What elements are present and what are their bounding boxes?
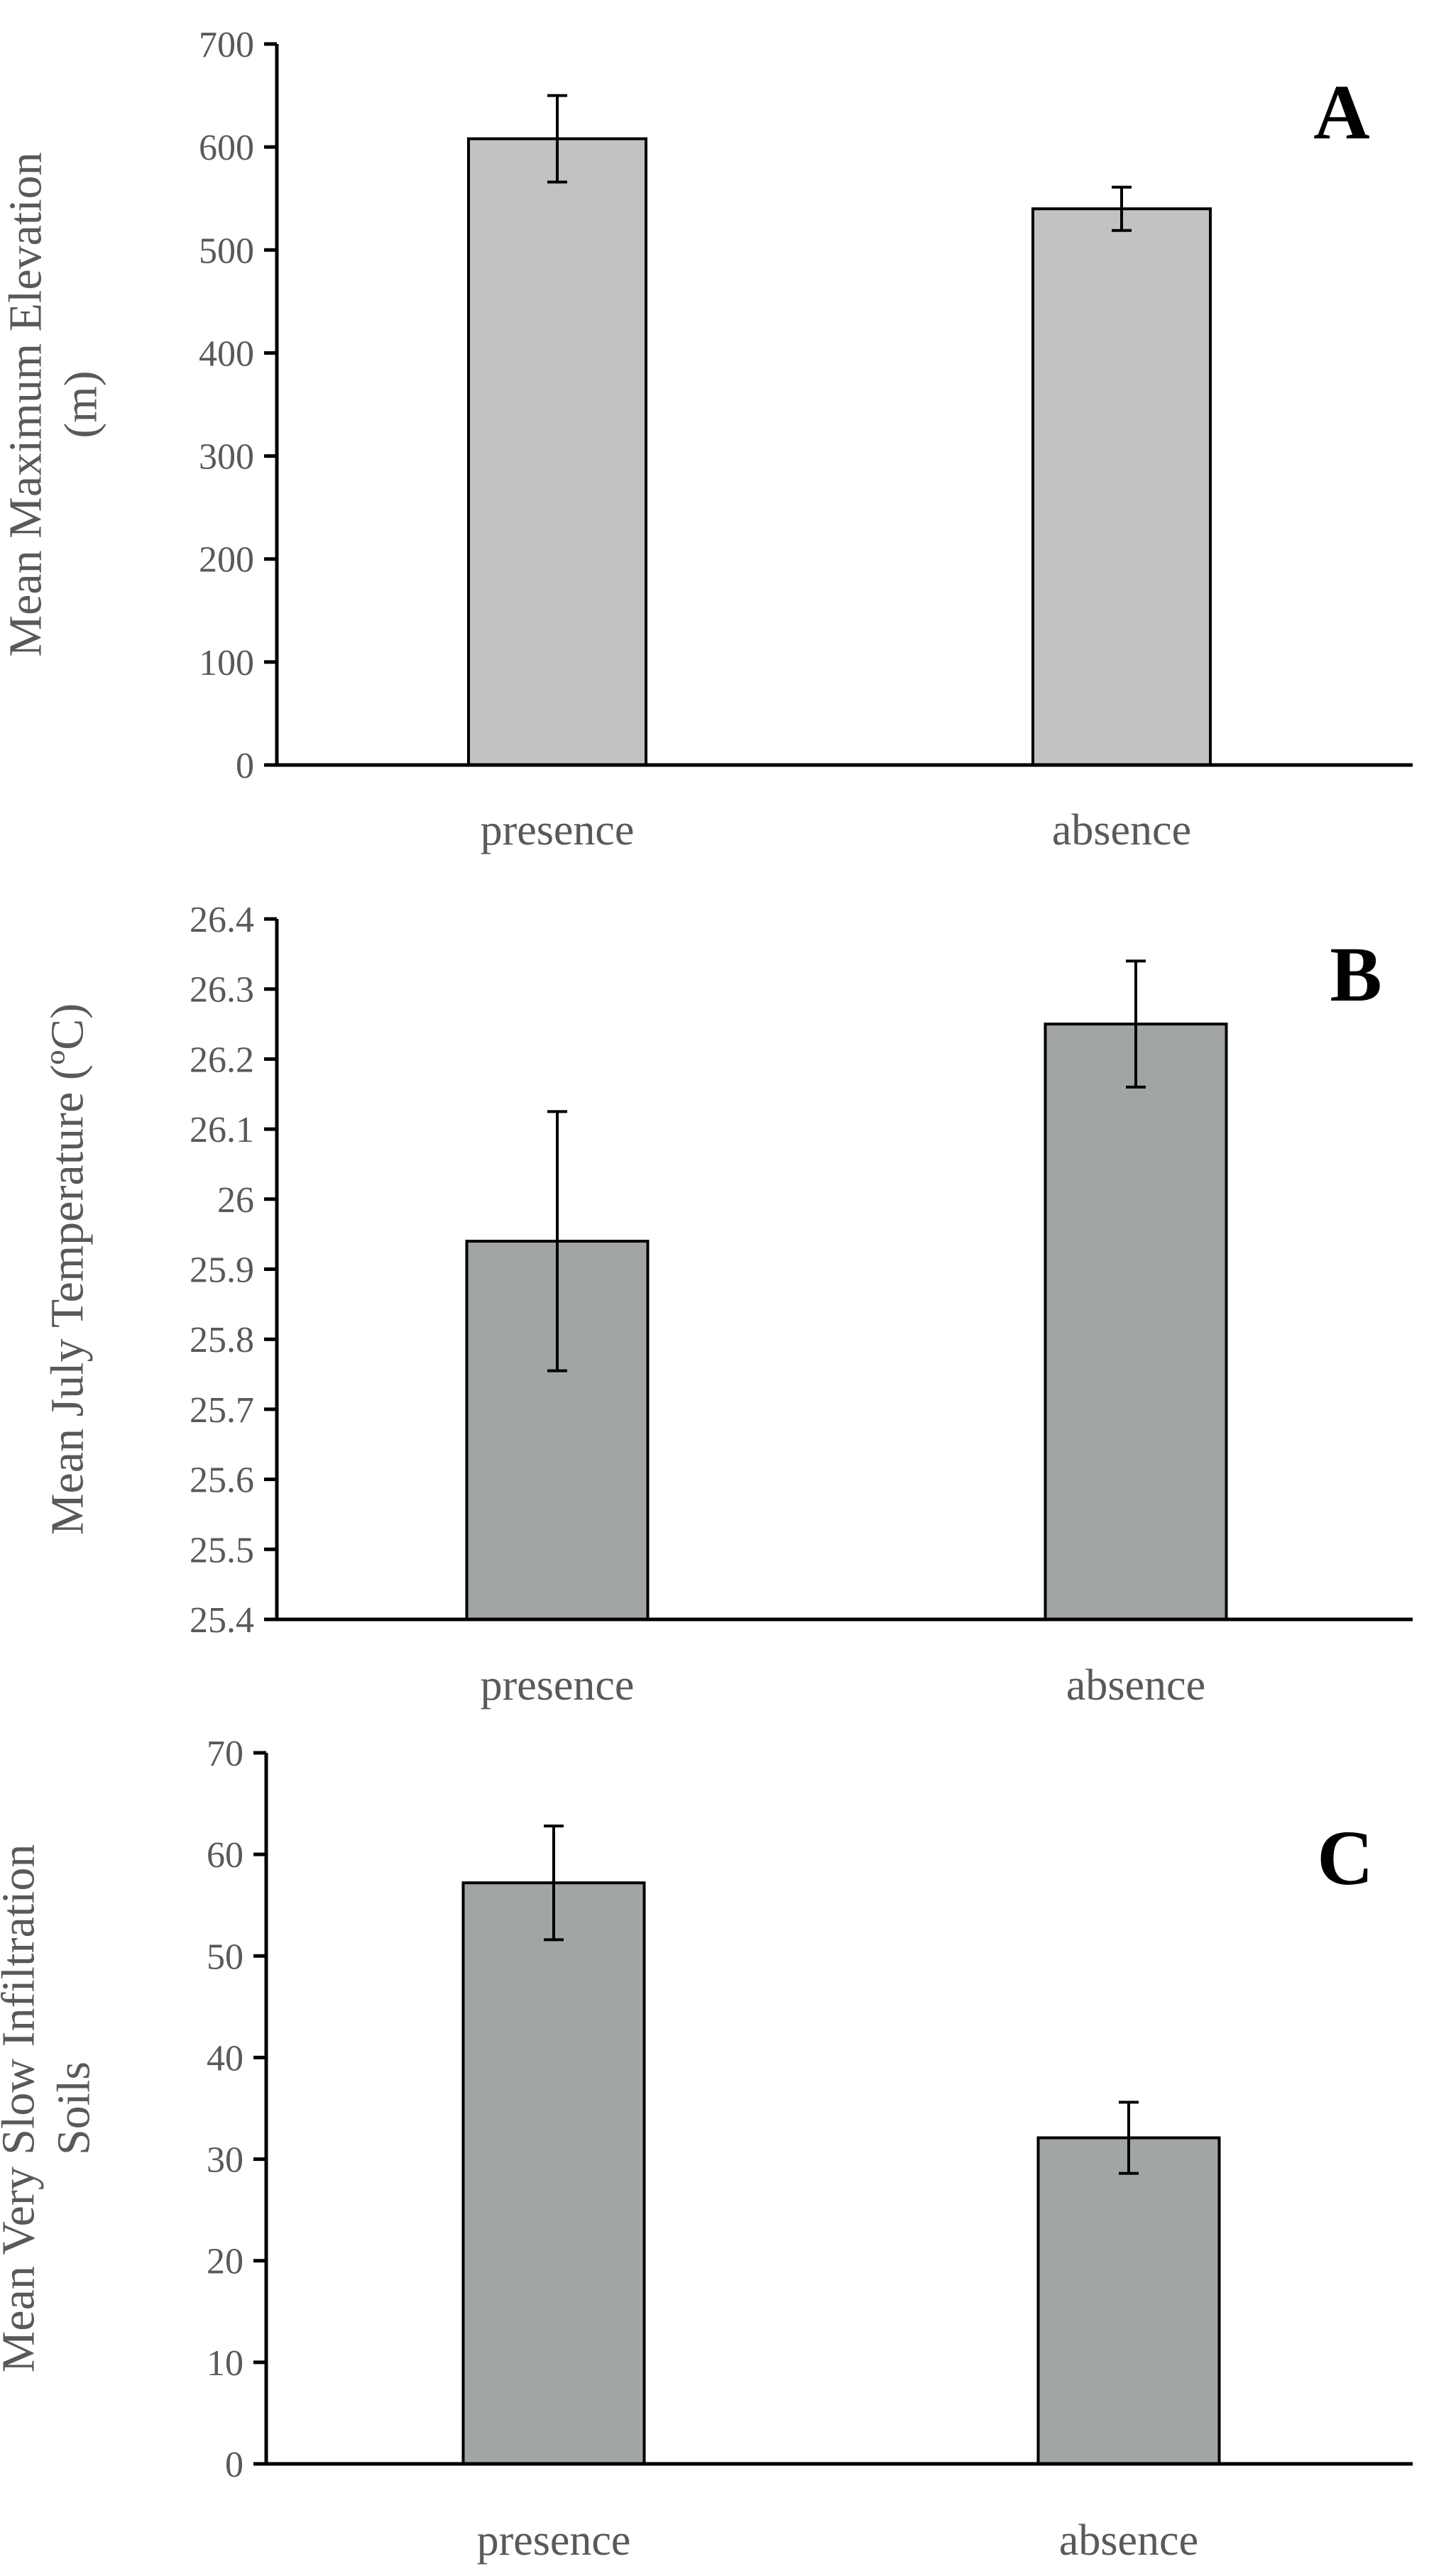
panel-c-y-tick-label: 10 <box>207 2343 243 2384</box>
panel-c-y-tick-label: 20 <box>207 2242 243 2282</box>
panel-b-y-tick-label: 26.4 <box>190 900 254 940</box>
panel-a-bar-absence <box>1031 207 1212 766</box>
panel-b: presence absence 25.4 25.5 25.6 25.7 25.8 25.9 2… <box>42 900 1413 1710</box>
panel-a-y-tick-label: 600 <box>199 128 254 168</box>
panel-b-y-tick-label: 25.4 <box>190 1600 254 1641</box>
panel-b-bar-absence <box>1044 1023 1228 1622</box>
panel-c-y-axis-title: Soils <box>48 2062 100 2155</box>
panel-a-category-label-absence: absence <box>1052 806 1191 854</box>
panel-b-y-tick-label: 26.2 <box>190 1040 254 1080</box>
panel-c-y-tick-label: 0 <box>225 2445 243 2485</box>
panel-a-error-bar-absence <box>1112 185 1132 232</box>
panel-c-y-tick-label: 60 <box>207 1835 243 1876</box>
panel-c-y-tick-label: 30 <box>207 2140 243 2181</box>
panel-b-y-tick-label: 26.1 <box>190 1110 254 1150</box>
panel-c-y-tick-label: 40 <box>207 2038 243 2079</box>
panel-b-error-bar-presence <box>547 1110 567 1372</box>
panel-a-y-tick-label: 200 <box>199 540 254 580</box>
panel-c-y-tick-label: 70 <box>207 1734 243 1774</box>
panel-c-y-axis-title: Mean Very Slow Infiltration <box>0 1844 45 2373</box>
panel-a-y-axis-title: (m) <box>55 370 107 438</box>
panel-c-bar-presence <box>461 1881 646 2466</box>
panel-a-y-tick-label: 0 <box>236 746 254 786</box>
panel-b-y-tick-label: 25.5 <box>190 1530 254 1570</box>
panel-b-error-bar-absence <box>1126 959 1146 1089</box>
panel-b-y-tick-label: 25.8 <box>190 1320 254 1360</box>
panel-a-y-tick-label: 500 <box>199 231 254 271</box>
panel-a-y-tick-label: 700 <box>199 25 254 65</box>
panel-c-bar-absence <box>1036 2136 1221 2466</box>
panel-c-category-label-presence: presence <box>477 2516 631 2565</box>
panel-a-error-bar-presence <box>547 94 567 184</box>
panel-c-error-bar-absence <box>1119 2101 1139 2175</box>
panel-a-y-tick-label: 300 <box>199 437 254 478</box>
panel-b-category-label-presence: presence <box>481 1661 635 1710</box>
panel-a-y-axis-title: Mean Maximum Elevation <box>0 152 52 656</box>
panel-a: presence absence 0 100 200 300 400 500 600 700 Mea… <box>0 25 1413 854</box>
panel-a-letter: A <box>1313 69 1369 155</box>
panel-a-y-tick-label: 100 <box>199 643 254 683</box>
panel-a-bar-presence <box>467 137 647 766</box>
panel-a-y-tick-label: 400 <box>199 334 254 374</box>
panel-b-y-tick-label: 25.7 <box>190 1390 254 1431</box>
panel-c-error-bar-presence <box>544 1824 564 1942</box>
panel-b-y-axis-title: Mean July Temperature (ºC) <box>42 1003 94 1536</box>
panel-c-letter: C <box>1317 1815 1373 1901</box>
panel-b-y-tick-label: 26.3 <box>190 970 254 1011</box>
panel-c-y-tick-label: 50 <box>207 1937 243 1977</box>
panel-a-category-label-presence: presence <box>481 806 635 854</box>
panel-b-y-tick-label: 26 <box>217 1180 254 1221</box>
panel-b-category-label-absence: absence <box>1066 1661 1205 1710</box>
panel-b-y-tick-label: 25.9 <box>190 1250 254 1291</box>
panel-c: presence absence 0 10 20 30 40 50 60 70 Mean Very … <box>0 1734 1413 2565</box>
panel-c-category-label-absence: absence <box>1059 2516 1198 2565</box>
panel-b-y-tick-label: 25.6 <box>190 1460 254 1501</box>
panel-b-letter: B <box>1330 931 1381 1018</box>
